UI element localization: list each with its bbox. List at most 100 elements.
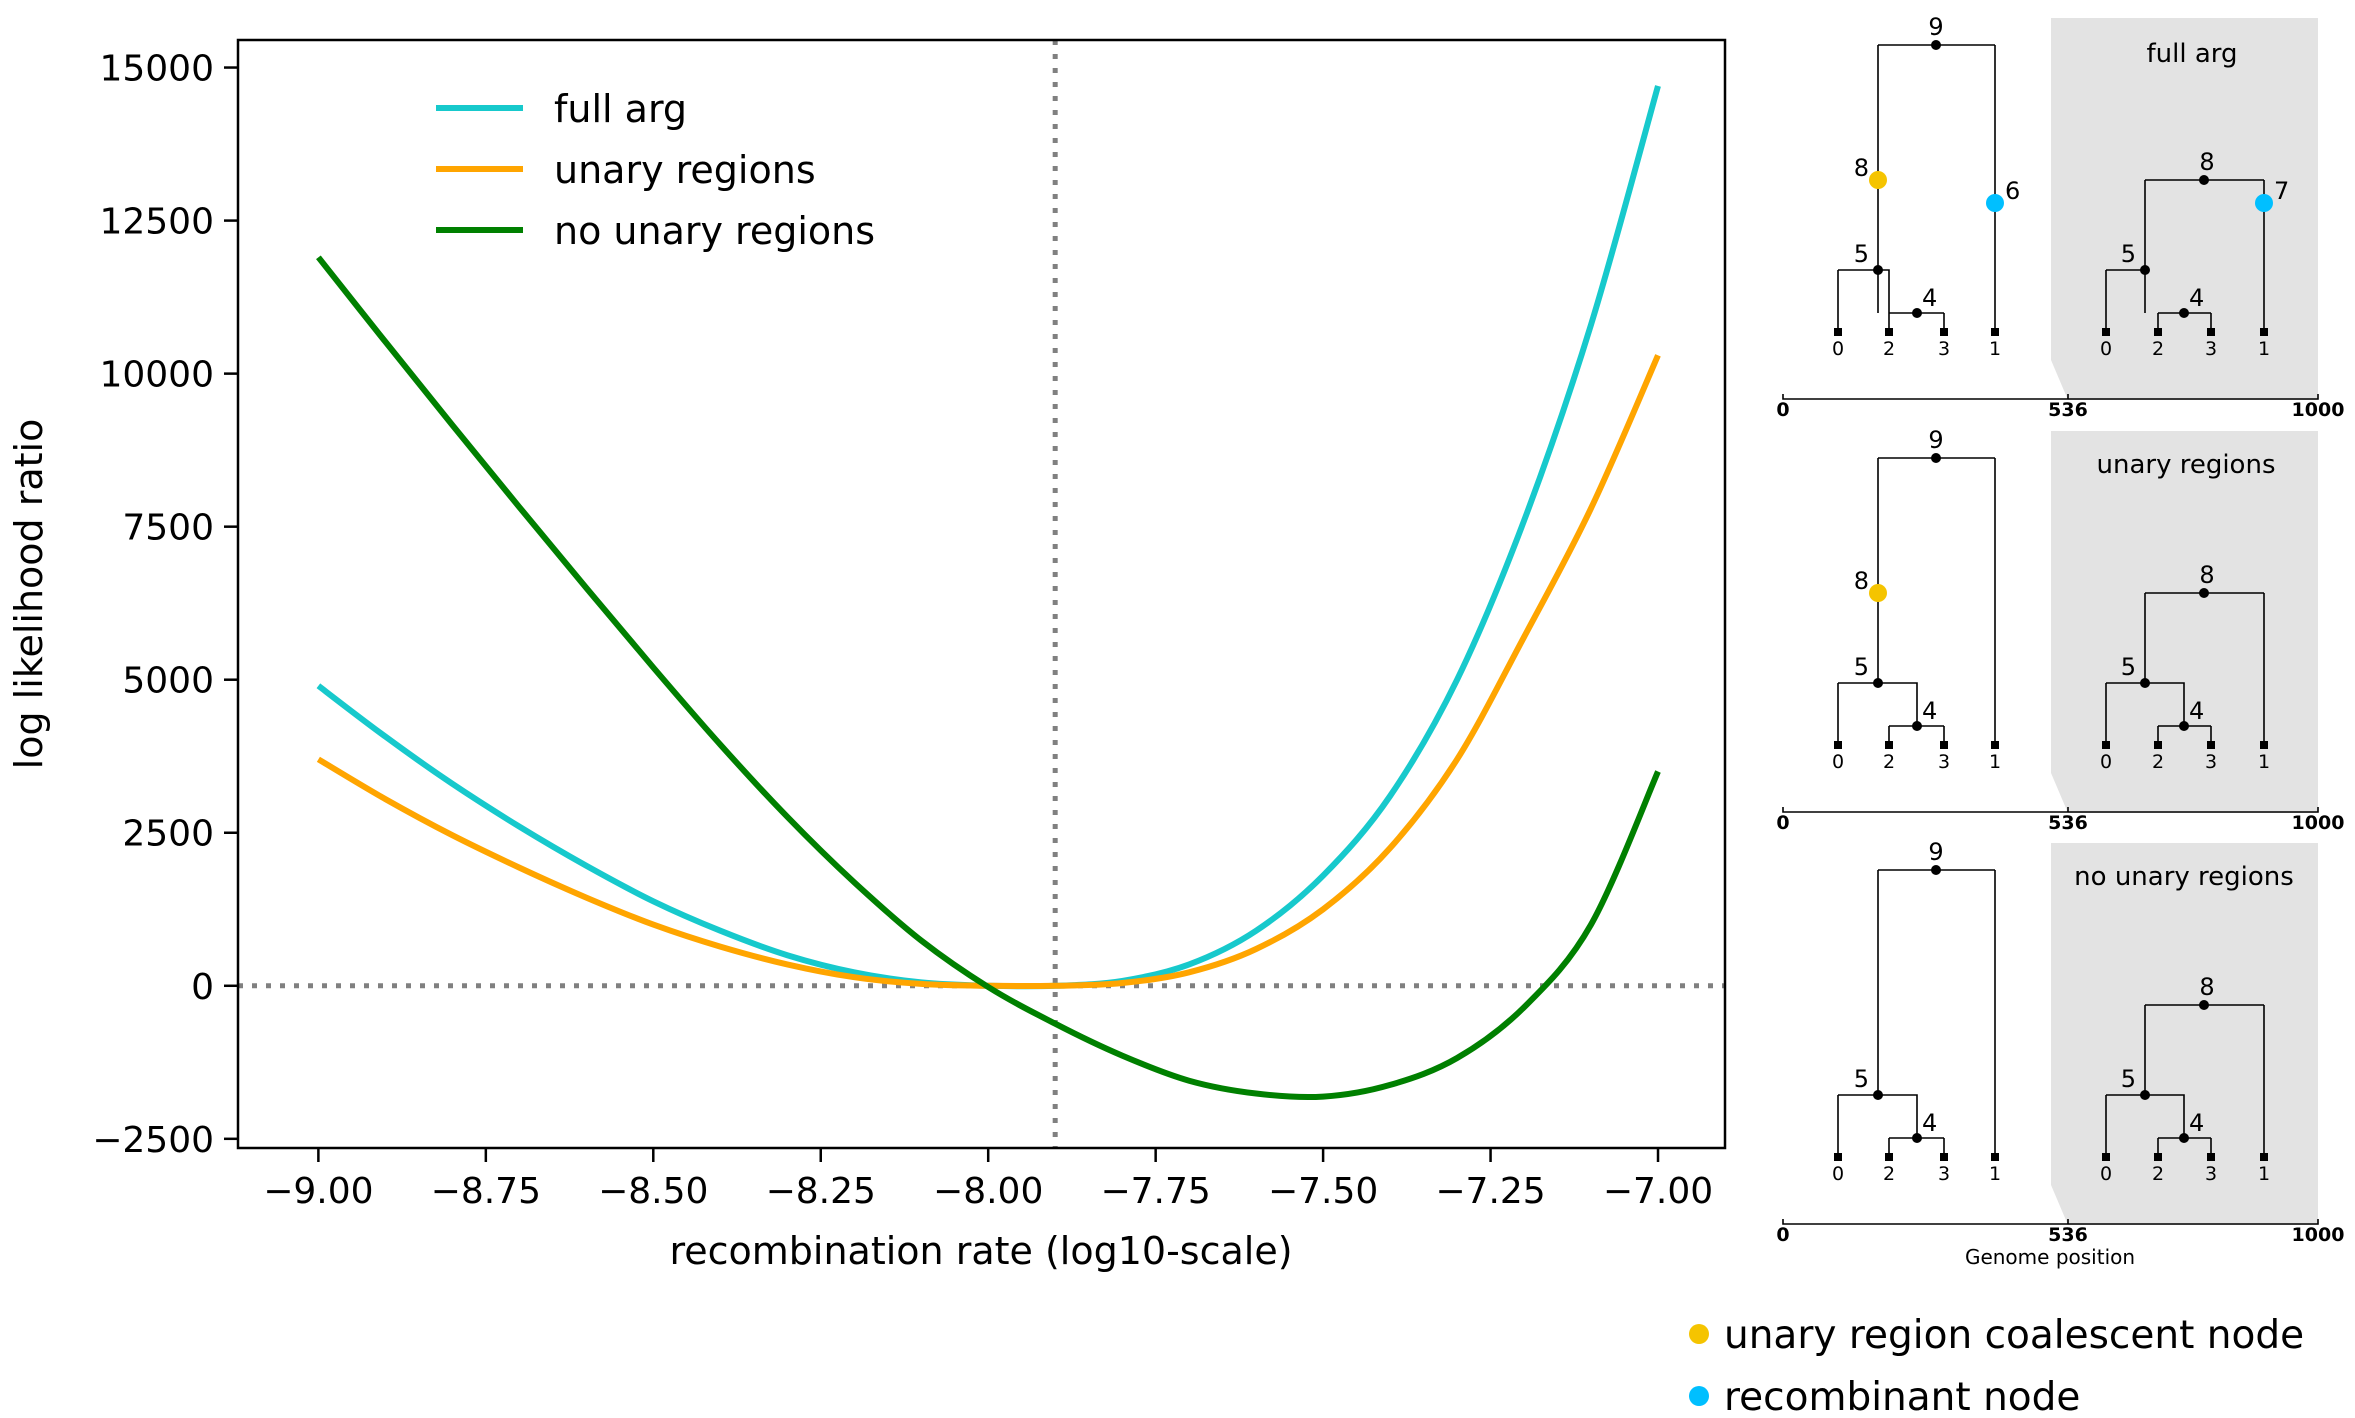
node-label-4: 4 [2189,284,2204,312]
panel-shade [2051,843,2318,1225]
x-tick-label: −8.00 [933,1171,1043,1212]
leaf-0 [1834,1153,1842,1161]
node-label-8: 8 [1854,567,1869,595]
pos-label-end: 1000 [2292,1224,2345,1246]
node-label-6: 6 [2005,177,2020,205]
leaf-1 [2260,328,2268,336]
leaf-label-2: 2 [2152,338,2164,360]
node-9 [1931,453,1941,463]
genome-axis-title: Genome position [1965,1245,2135,1269]
leaf-1 [2260,1153,2268,1161]
leaf-label-3: 3 [2205,1163,2217,1185]
unary-node-8 [1869,171,1887,189]
y-tick-label: 7500 [122,508,214,549]
pos-label-end: 1000 [2292,399,2345,421]
genome-axis [1782,807,2319,813]
leaf-label-3: 3 [1938,751,1950,773]
x-tick-label: −7.75 [1100,1171,1210,1212]
leaf-0 [2102,741,2110,749]
node-label-5: 5 [1854,240,1869,268]
series-line-full-arg [316,85,1661,990]
genome-axis [1782,1219,2319,1225]
panel-shade [2051,431,2318,813]
plot-frame [236,38,1727,1150]
legend-label-recombinant-node: recombinant node [1724,1375,2080,1418]
node-5 [2140,678,2150,688]
leaf-2 [1885,741,1893,749]
leaf-label-0: 0 [2100,338,2112,360]
legend-label-no-unary-regions: no unary regions [554,209,875,253]
y-tick-label: 10000 [99,355,214,396]
legend-marker-unary-node [1689,1324,1709,1344]
node-8 [2199,1000,2209,1010]
leaf-2 [2154,741,2162,749]
node-label-7: 7 [2274,177,2289,205]
leaf-label-0: 0 [1832,751,1844,773]
leaf-3 [1940,1153,1948,1161]
tree-panel-full-arg: full arg 9 8 6 5 4 0 2 3 1 [1776,13,2344,421]
leaf-3 [2207,741,2215,749]
node-label-4: 4 [1922,284,1937,312]
y-axis-title: log likelihood ratio [7,419,51,770]
node-label-4: 4 [2189,1109,2204,1137]
tree-panel-unary-regions: unary regions 9 8 5 4 0 2 3 1 [1776,426,2344,834]
leaf-label-2: 2 [1883,1163,1895,1185]
leaf-1 [1991,741,1999,749]
node-5 [2140,1090,2150,1100]
left-tree [1837,869,1996,1157]
node-label-8: 8 [2199,973,2214,1001]
node-4 [2179,308,2189,318]
pos-label-start: 0 [1776,399,1789,421]
leaf-label-1: 1 [2258,338,2270,360]
leaf-3 [1940,328,1948,336]
pos-label-start: 0 [1776,1224,1789,1246]
node-label-9: 9 [1928,838,1943,866]
leaf-2 [2154,328,2162,336]
node-5 [1873,265,1883,275]
leaf-3 [1940,741,1948,749]
series-line-unary-regions [316,354,1661,990]
panel-shade [2051,18,2318,400]
leaf-label-0: 0 [2100,751,2112,773]
pos-label-mid: 536 [2048,399,2088,421]
panel-title: no unary regions [2074,862,2294,892]
node-5 [2140,265,2150,275]
pos-label-end: 1000 [2292,812,2345,834]
leaf-label-2: 2 [2152,1163,2164,1185]
recombinant-node-6 [1986,194,2004,212]
node-9 [1931,865,1941,875]
leaf-label-0: 0 [1832,1163,1844,1185]
leaf-label-1: 1 [2258,1163,2270,1185]
pos-label-start: 0 [1776,812,1789,834]
x-tick-label: −7.25 [1435,1171,1545,1212]
recombinant-node-7 [2255,194,2273,212]
y-tick-label: −2500 [92,1120,214,1161]
leaf-label-0: 0 [1832,338,1844,360]
node-4 [2179,1133,2189,1143]
leaf-0 [2102,328,2110,336]
y-tick-label: 5000 [122,661,214,702]
x-tick-label: −8.50 [598,1171,708,1212]
leaf-0 [1834,328,1842,336]
node-label-4: 4 [1922,697,1937,725]
leaf-2 [2154,1153,2162,1161]
leaf-label-1: 1 [1989,338,2001,360]
leaf-1 [2260,741,2268,749]
leaf-label-2: 2 [1883,751,1895,773]
legend-label-unary-node: unary region coalescent node [1724,1313,2304,1358]
node-8 [2199,175,2209,185]
leaf-label-3: 3 [2205,751,2217,773]
leaf-label-3: 3 [2205,338,2217,360]
chart-legend: full arg unary regions no unary regions [436,87,875,253]
x-tick-label: −8.25 [766,1171,876,1212]
series-line-no-unary-regions [316,255,1661,1101]
node-8 [2199,588,2209,598]
pos-label-mid: 536 [2048,1224,2088,1246]
node-label-9: 9 [1928,426,1943,454]
node-4 [1912,308,1922,318]
node-4 [2179,721,2189,731]
leaf-2 [1885,328,1893,336]
node-label-5: 5 [2121,1065,2136,1093]
leaf-1 [1991,328,1999,336]
